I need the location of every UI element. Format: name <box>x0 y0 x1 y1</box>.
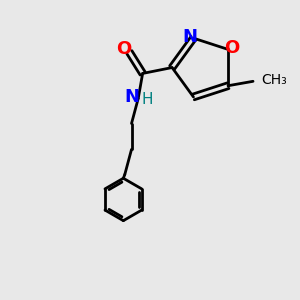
Text: H: H <box>141 92 153 107</box>
Text: O: O <box>224 39 239 57</box>
Text: CH₃: CH₃ <box>261 73 287 87</box>
Text: N: N <box>182 28 197 46</box>
Text: O: O <box>116 40 132 58</box>
Text: N: N <box>124 88 139 106</box>
